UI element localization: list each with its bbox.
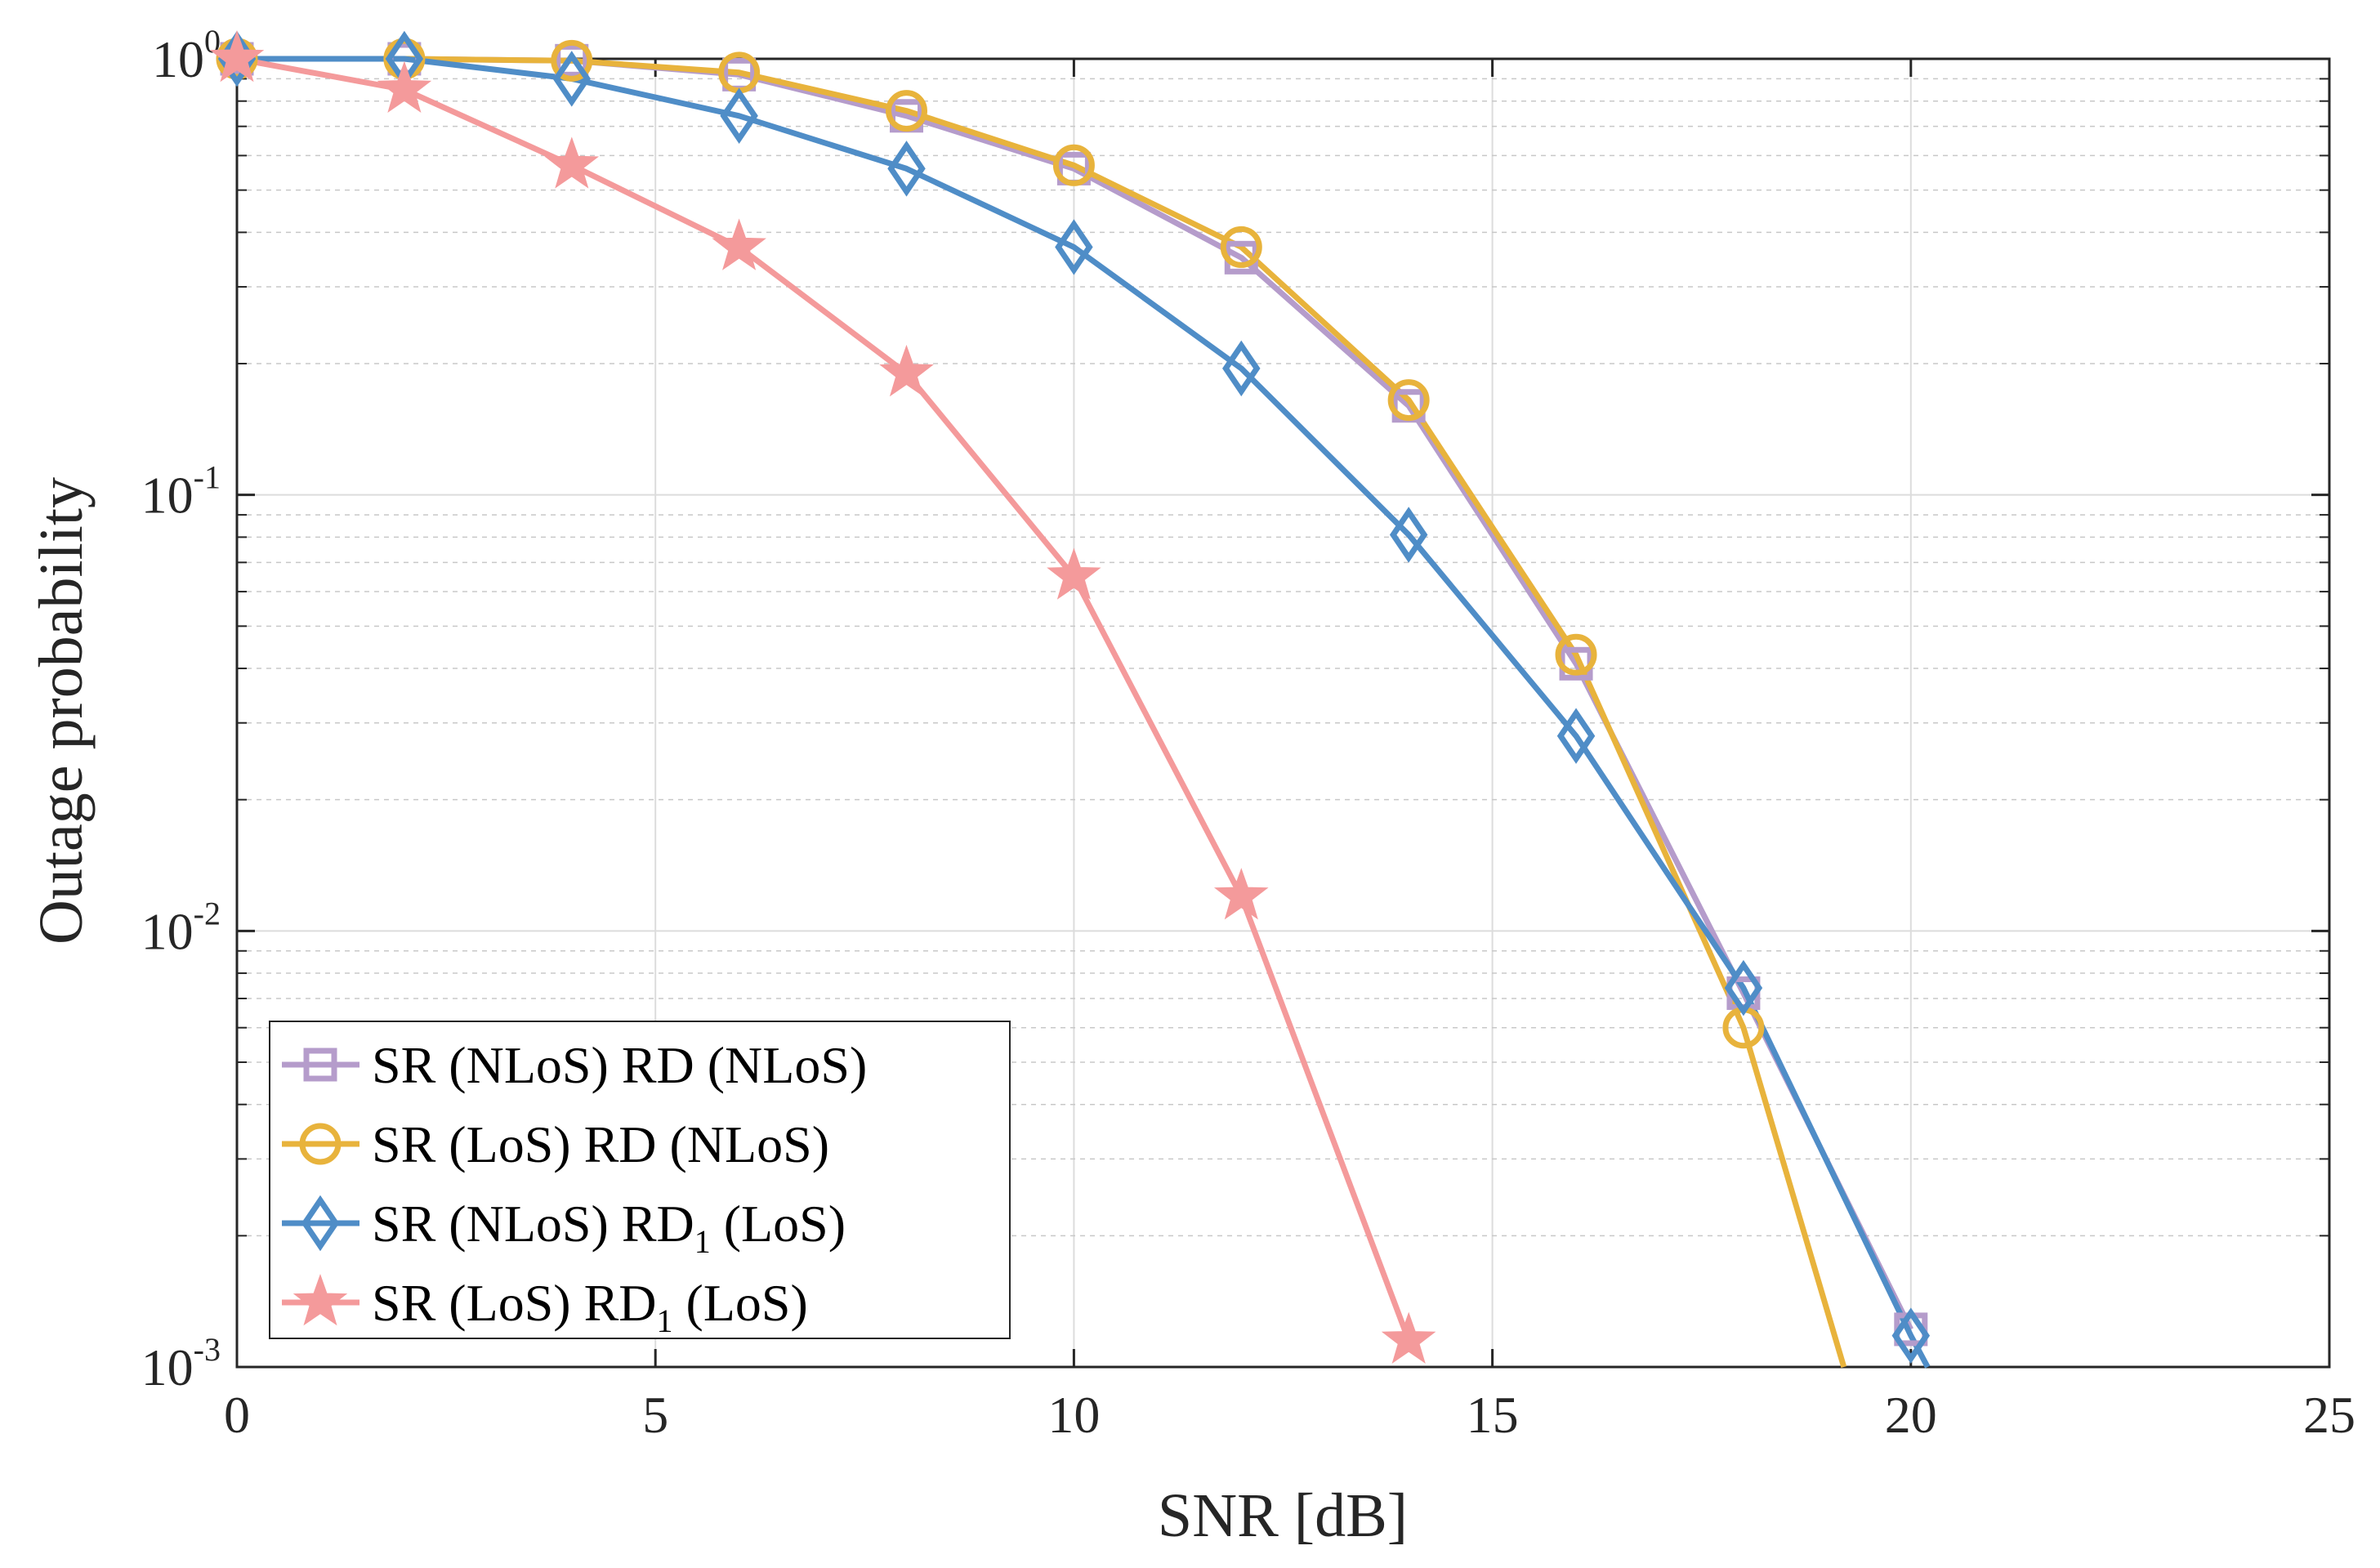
y-tick-label: 10-3: [141, 1331, 221, 1396]
series-line-2: [237, 56, 1847, 1368]
legend-star-marker: [292, 1273, 348, 1326]
series-3-diamond-marker: [552, 51, 591, 107]
series-3-diamond-marker: [1724, 959, 1763, 1016]
series-2-circle-marker: [1555, 633, 1597, 676]
series-4-star-marker: [377, 60, 432, 114]
series-3-diamond-marker: [1055, 219, 1093, 275]
legend-box: [269, 1021, 1011, 1339]
series-markers: [209, 29, 1931, 1364]
series-3-diamond-marker: [1222, 340, 1261, 397]
series-2-circle-marker: [1387, 379, 1430, 422]
legend: SR (NLoS) RD (NLoS) SR (LoS) RD (NLoS) SR …: [269, 1021, 1011, 1339]
plot-area-frame: [235, 57, 2331, 1369]
legend-label: SR (LoS) RD (NLoS): [372, 1115, 829, 1173]
legend-diamond-marker: [301, 1195, 340, 1252]
y-axis-title: Outage probability: [27, 477, 96, 945]
x-tick-label: 25: [2303, 1386, 2355, 1444]
x-axis-title: SNR [dB]: [1158, 1481, 1408, 1550]
y-tick-label: 10-1: [141, 459, 221, 525]
series-lines: [236, 56, 1931, 1369]
x-tick-label: 15: [1467, 1386, 1519, 1444]
series-4-star-marker: [712, 218, 766, 270]
x-tick-label: 10: [1047, 1386, 1100, 1444]
y-tick-label: 100: [152, 23, 221, 88]
series-2-circle-marker: [1220, 226, 1262, 268]
series-line-3: [237, 56, 1931, 1369]
series-4-star-marker: [1381, 1311, 1436, 1364]
y-tick-labels: 100 10-1 10-2 10-3: [141, 23, 221, 1396]
series-4-star-marker: [1047, 547, 1101, 600]
series-2-circle-marker: [1052, 144, 1095, 186]
legend-label: SR (LoS) RD1 (LoS): [372, 1274, 808, 1339]
series-3-diamond-marker: [1556, 708, 1596, 764]
series-line-4: [236, 56, 1412, 1342]
legend-square-marker: [303, 1048, 337, 1082]
y-tick-label: 10-2: [141, 895, 221, 960]
series-4-star-marker: [879, 344, 934, 397]
series-2-circle-marker: [551, 39, 593, 82]
legend-circle-marker: [299, 1123, 342, 1165]
legend-label: SR (NLoS) RD (NLoS): [372, 1036, 867, 1094]
x-tick-label: 0: [224, 1386, 250, 1444]
x-tick-label: 20: [1885, 1386, 1937, 1444]
series-3-diamond-marker: [1891, 1307, 1931, 1364]
series-4-star-marker: [1213, 868, 1269, 920]
series-3-diamond-marker: [887, 141, 926, 197]
x-tick-label: 5: [642, 1386, 668, 1444]
series-1-square-marker: [555, 43, 589, 78]
series-4-star-marker: [209, 29, 265, 83]
series-2-circle-marker: [886, 90, 928, 132]
x-tick-labels: 0 5 10 15 20 25: [224, 1386, 2355, 1444]
series-3-diamond-marker: [1389, 507, 1428, 563]
series-3-diamond-marker: [720, 87, 758, 145]
series-4-star-marker: [544, 136, 600, 189]
legend-label: SR (NLoS) RD1 (LoS): [372, 1195, 846, 1260]
